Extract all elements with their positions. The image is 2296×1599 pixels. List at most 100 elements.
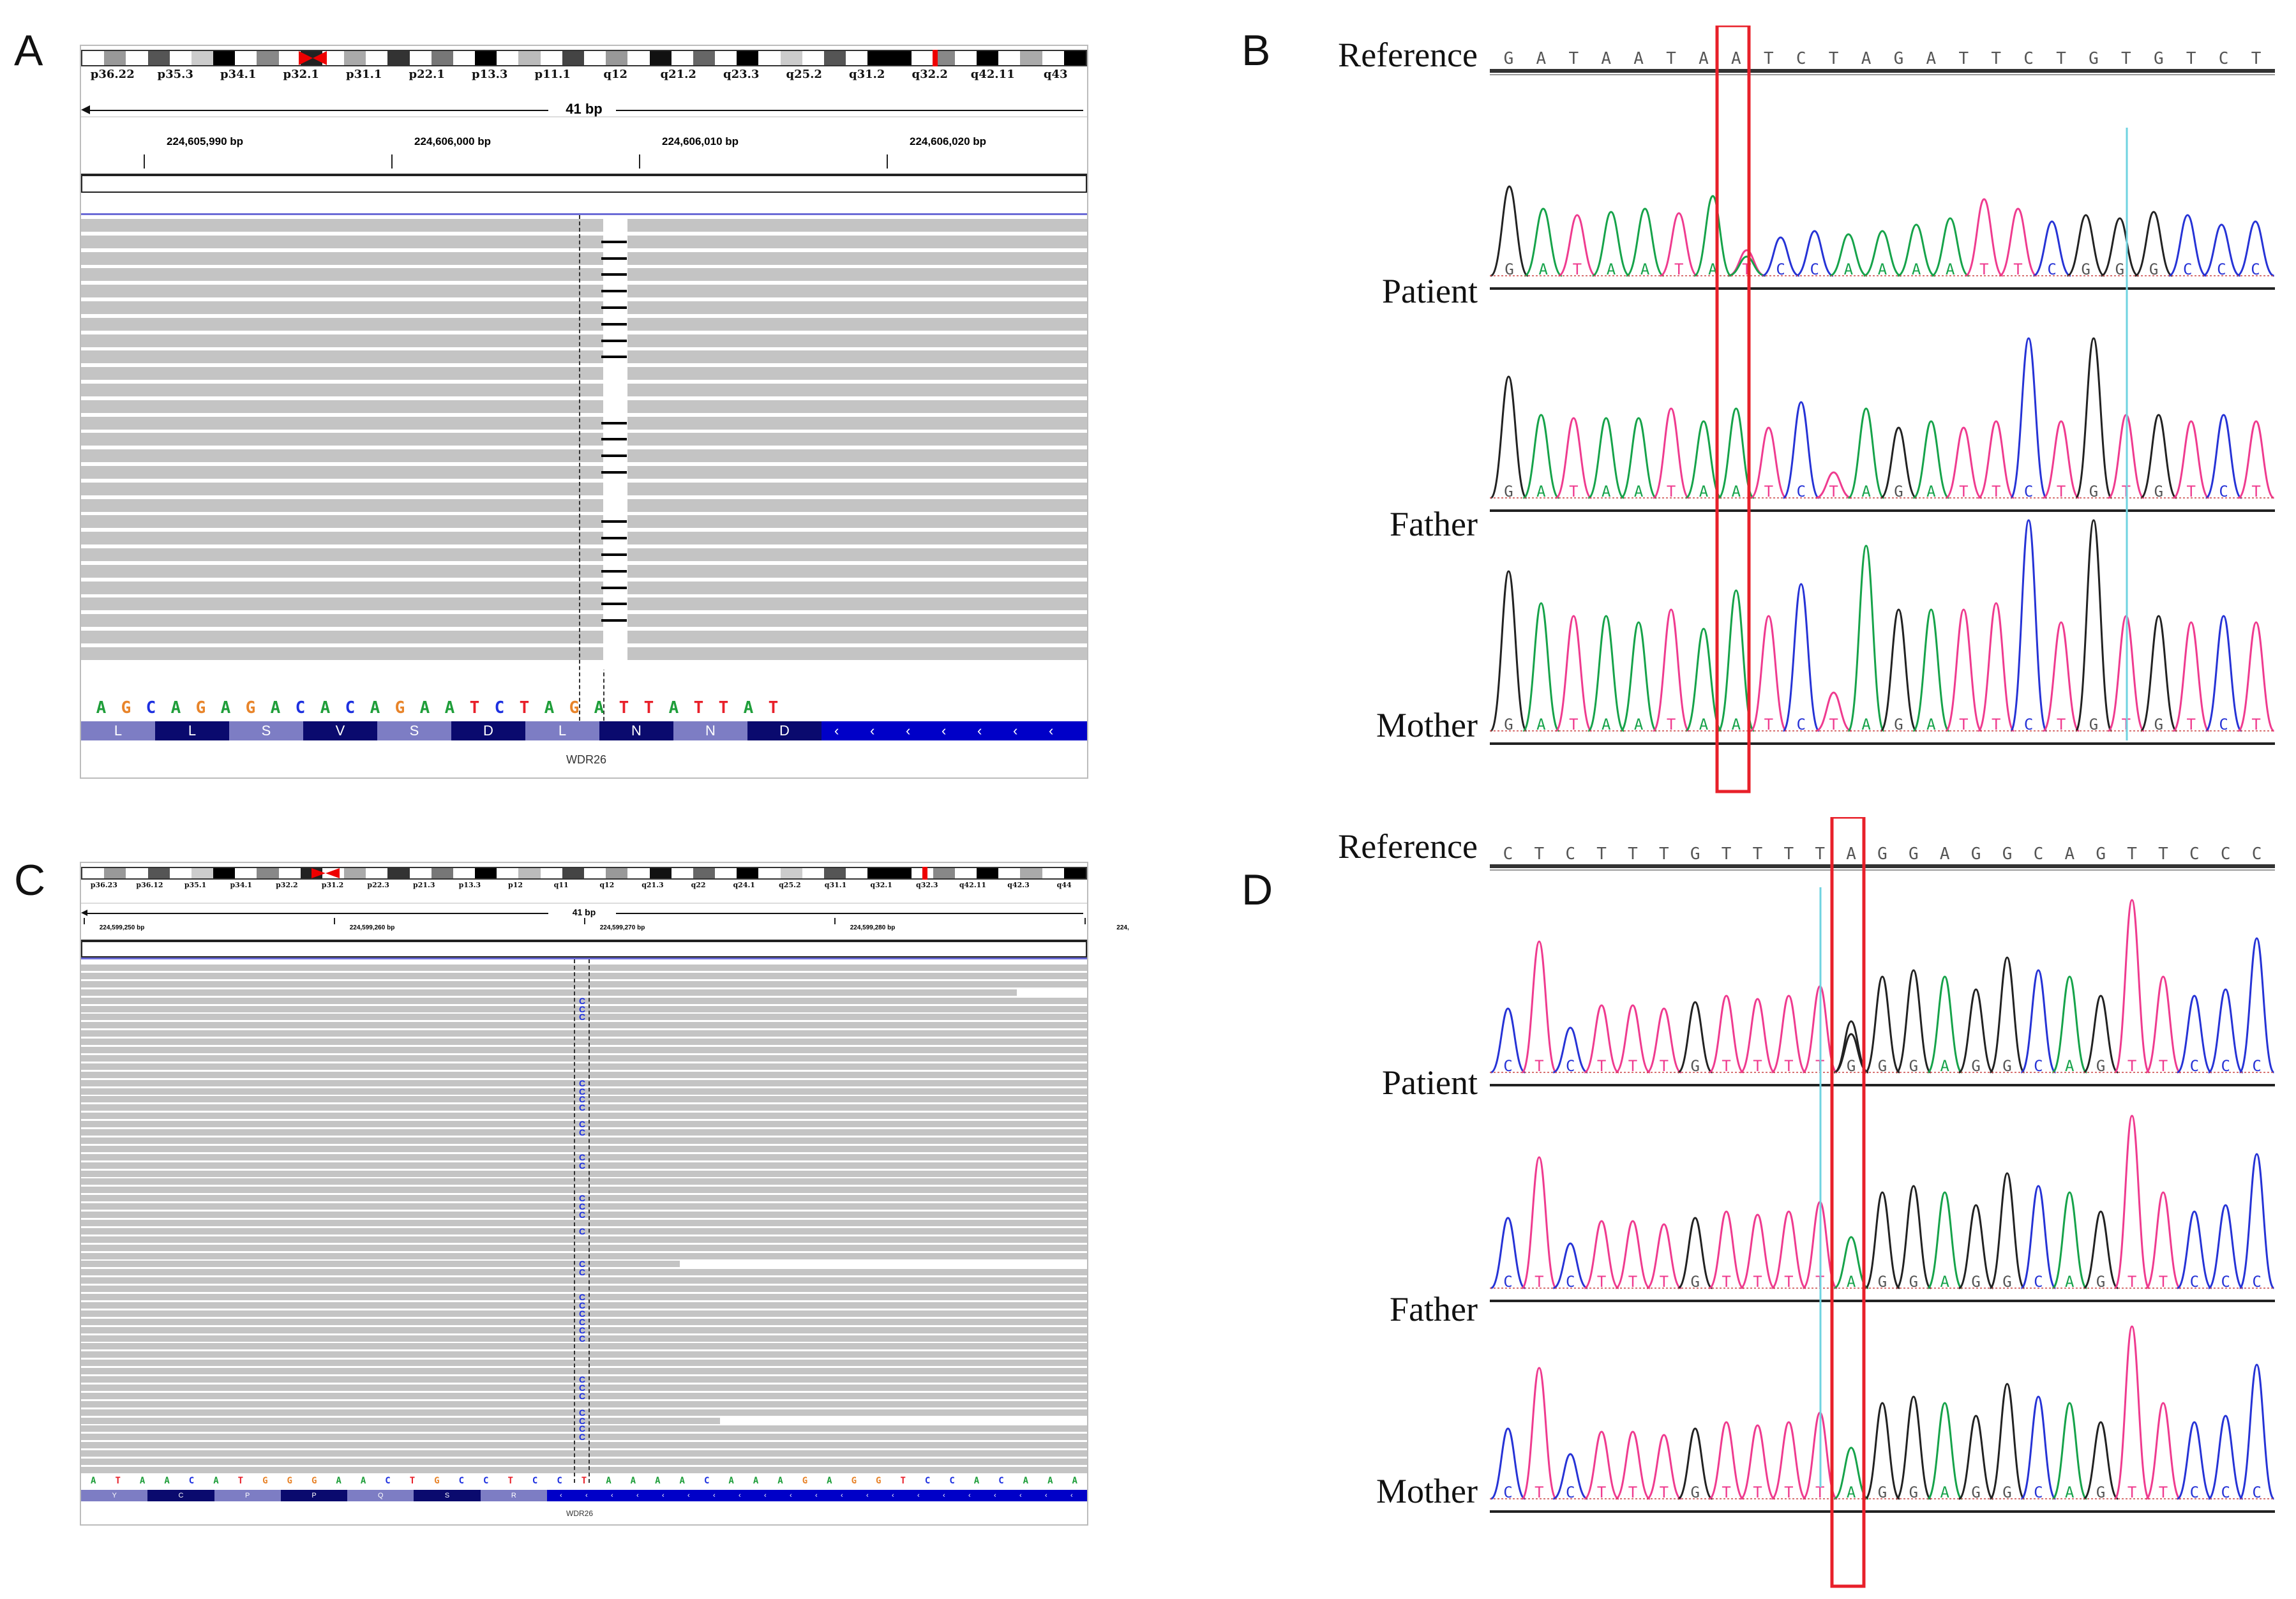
amino-acid: S: [377, 721, 451, 740]
ideogram-band: [169, 868, 192, 878]
ruler-tick-label: 224,599,250 bp: [99, 924, 145, 931]
ruler-tick-label: 224,605,990 bp: [166, 135, 244, 147]
variant-base: C: [579, 1127, 586, 1137]
read: [81, 1360, 1087, 1367]
ruler-tick: [1084, 918, 1086, 924]
read: [81, 1104, 1087, 1111]
trace-peak: [2207, 988, 2244, 1074]
amino-acid: L: [81, 721, 155, 740]
read: [81, 1170, 1087, 1177]
trace-peak: [1782, 583, 1820, 732]
trace-peak: [2202, 223, 2241, 277]
called-base: A: [1946, 260, 1955, 278]
variant-base: C: [579, 1432, 586, 1443]
called-base: C: [1503, 1273, 1512, 1291]
track-underline: [1490, 1084, 2275, 1086]
deletion-mark: [601, 553, 627, 556]
reference-base: A: [444, 698, 455, 717]
read: [81, 1434, 1087, 1441]
reference-base: A: [1861, 49, 1872, 68]
track-label-father: Father: [1390, 505, 1478, 543]
reference-base: T: [693, 698, 704, 717]
called-base: T: [1753, 1483, 1762, 1501]
called-base: T: [1979, 260, 1988, 278]
called-base: A: [1602, 483, 1611, 500]
trace-peak: [1693, 195, 1732, 277]
trace-peak: [1619, 621, 1658, 732]
reference-base: G: [1690, 845, 1700, 864]
trace-peak: [2032, 220, 2071, 277]
deletion-mark: [601, 537, 627, 540]
amino-acid: Q: [347, 1490, 414, 1501]
called-base: T: [1829, 716, 1838, 733]
trace-peak: [1782, 401, 1820, 499]
reference-base: G: [1877, 845, 1887, 864]
called-base: A: [1940, 1273, 1950, 1291]
reference-base: A: [544, 698, 555, 717]
chromatogram-panel-d: Reference Patient Father Mother C T C T T T G T…: [1309, 817, 2292, 1593]
called-base: C: [2219, 716, 2228, 733]
called-base: G: [2096, 1483, 2105, 1501]
band-label: p35.1: [184, 881, 207, 889]
band-label: p21.3: [413, 881, 435, 889]
trace-peak: [1977, 602, 2015, 732]
track-underline: [1490, 1300, 2275, 1302]
band-label: p31.1: [346, 68, 382, 81]
read: [81, 1187, 1087, 1194]
deletion-mark: [601, 421, 627, 424]
trace-peak: [2140, 414, 2177, 499]
ideogram-band: [1020, 51, 1043, 65]
called-base: G: [2149, 260, 2158, 278]
amino-acid: N: [599, 721, 673, 740]
read: [81, 1244, 1087, 1251]
trace-peak: [1490, 570, 1527, 732]
reference-base: G: [394, 698, 405, 717]
called-base: G: [2002, 1483, 2011, 1501]
coverage-track: [81, 940, 1087, 957]
ideogram-band: [802, 868, 825, 878]
called-base: A: [1607, 260, 1616, 278]
called-base: G: [1909, 1273, 1918, 1291]
trace-peak: [2145, 1191, 2181, 1289]
ideogram-band: [475, 51, 497, 65]
span-arrow-left: [84, 110, 548, 111]
trace-peak: [2239, 1153, 2275, 1289]
trace-peak: [1739, 1213, 1776, 1289]
band-label: p13.3: [472, 68, 508, 81]
trace-peak: [1490, 1217, 1526, 1289]
band-label: q25.2: [786, 68, 822, 81]
read: [81, 1351, 1087, 1358]
reference-base: T: [1666, 49, 1676, 68]
reference-base: A: [1731, 49, 1741, 68]
trace-peak: [1652, 608, 1690, 732]
variant-highlight-box: [1715, 26, 1751, 793]
reference-base: G: [569, 698, 580, 717]
strand-arrow: ‹: [560, 1492, 562, 1499]
ideogram-band-labels: p36.23 p36.12 p35.1 p34.1 p32.2 p31.2 p22.3 p21…: [81, 881, 1087, 894]
called-base: T: [2127, 1273, 2136, 1291]
variant-base: C: [579, 1407, 586, 1418]
ruler-tick-label: 224,: [1116, 924, 1129, 931]
read: [81, 466, 1087, 479]
variant-base: C: [579, 1012, 586, 1023]
reference-base: A: [91, 1476, 96, 1486]
read: [81, 1137, 1087, 1144]
trace-peak: [1677, 1217, 1713, 1289]
trace-peak: [1829, 233, 1868, 277]
reference-base: T: [1596, 845, 1607, 864]
read: [81, 515, 1087, 529]
centromere-marker: [311, 868, 340, 878]
read: [81, 1079, 1087, 1086]
track-label-patient: Patient: [1382, 272, 1478, 310]
ideogram-band: [453, 51, 476, 65]
reference-base: G: [2002, 845, 2013, 864]
reference-base: G: [876, 1476, 882, 1486]
called-base: A: [1634, 483, 1644, 500]
called-base: C: [2034, 1483, 2043, 1501]
span-arrow-right: [616, 110, 1083, 111]
deletion-mark: [601, 257, 627, 260]
ideogram-band-labels: p36.22 p35.3 p34.1 p32.1 p31.1 p22.1 p13.3 p11.…: [81, 68, 1087, 84]
called-base: C: [2221, 1273, 2230, 1291]
